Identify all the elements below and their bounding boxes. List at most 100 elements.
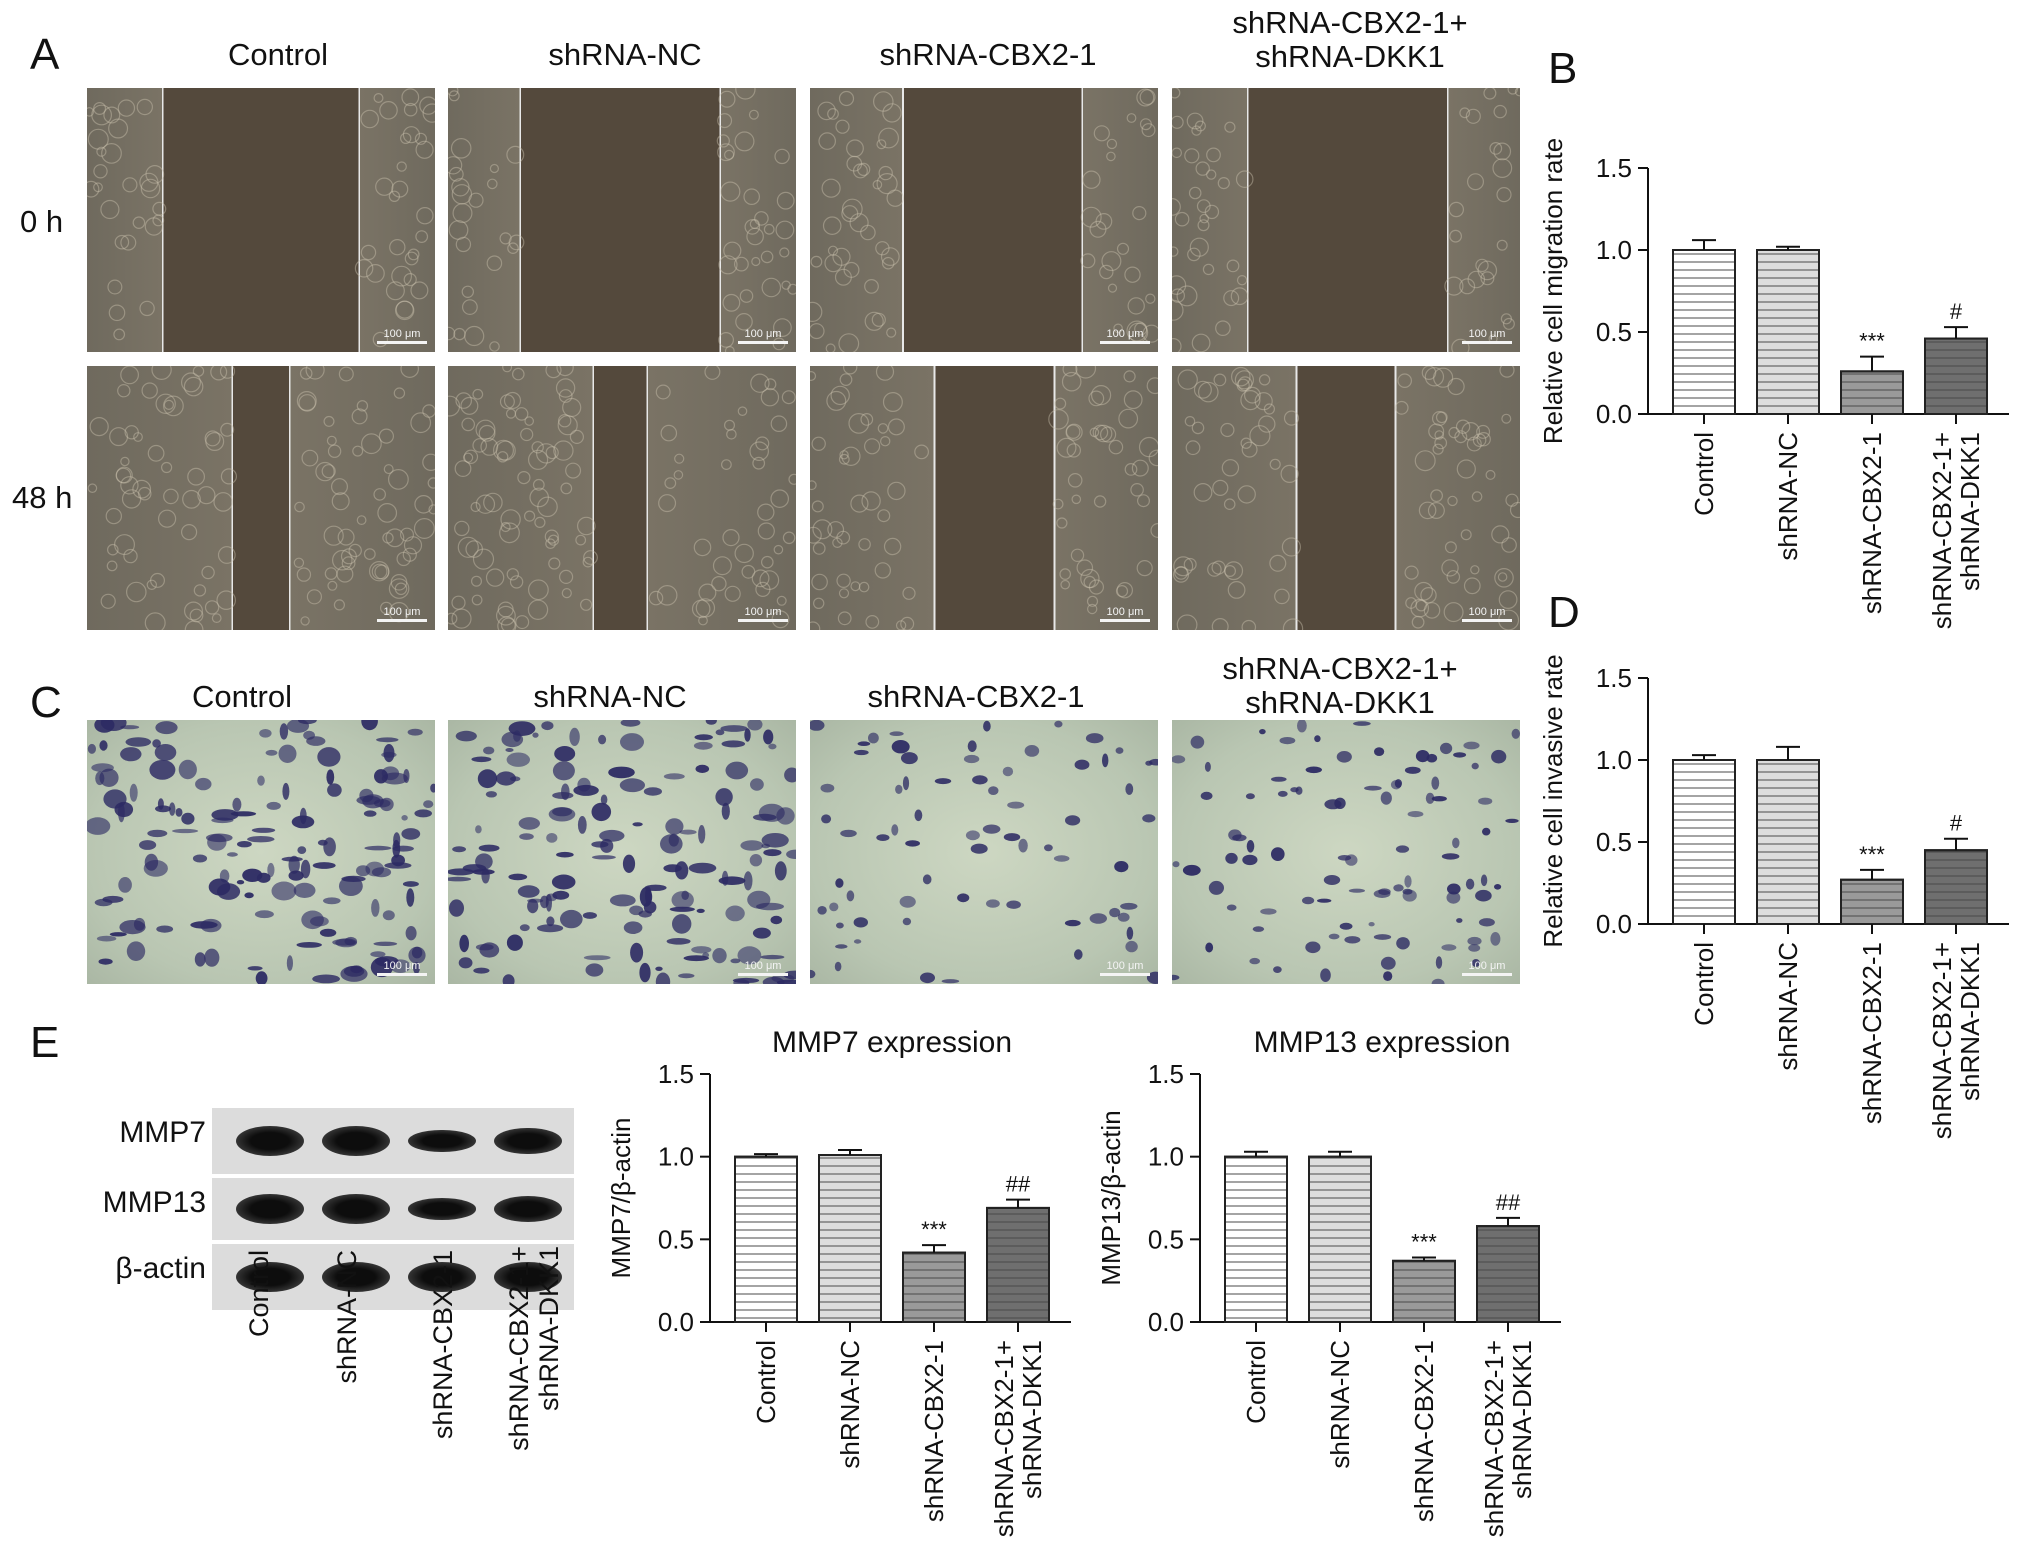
scale-bar: 100 μm — [1100, 960, 1150, 976]
y-tick-label: 0.0 — [1148, 1307, 1184, 1337]
blot-label-mmp7: MMP7 — [119, 1116, 206, 1149]
blot-lane-label-shrna-nc: shRNA-NC — [332, 1250, 362, 1384]
blot-band — [494, 1262, 562, 1292]
scale-bar: 100 μm — [738, 960, 788, 976]
chart-e-mmp7: MMP7 expression 0.0 0.5 1.0 1.5 MMP7/β-actin C… — [606, 1026, 1071, 1537]
significance-label: # — [1950, 299, 1963, 324]
scale-bar: 100 μm — [1462, 606, 1512, 622]
x-tick-label: shRNA-CBX2-1 — [919, 1340, 949, 1522]
bar-hatch — [1924, 337, 1988, 415]
scale-bar: 100 μm — [1100, 606, 1150, 622]
blot-band — [322, 1126, 390, 1156]
significance-label: *** — [1859, 329, 1885, 354]
bar-hatch — [986, 1206, 1050, 1323]
chart-b-migration: 0.0 0.5 1.0 1.5 Relative cell migration rate… — [1538, 138, 2009, 629]
blot-band — [236, 1262, 304, 1292]
invasion-image-1: 100 μm — [87, 720, 435, 984]
panel-c-header-shrna-cbx2: shRNA-CBX2-1 — [867, 679, 1085, 714]
wound-image-48h-4: 100 μm — [1172, 366, 1520, 630]
y-tick-label: 1.5 — [1596, 153, 1632, 183]
blot-lane-label-control: Control — [244, 1250, 274, 1338]
y-tick-label: 0.5 — [1148, 1224, 1184, 1254]
x-tick-label: shRNA-NC — [1773, 432, 1803, 561]
invasion-image-3: 100 μm — [810, 720, 1158, 984]
panel-a-row-0h: 0 h — [20, 204, 64, 239]
x-tick-label: shRNA-CBX2-1 — [1409, 1340, 1439, 1522]
panel-c-header-combo: shRNA-CBX2-1+ shRNA-DKK1 — [1222, 651, 1458, 720]
blot-lane-label-combo: shRNA-CBX2-1+ shRNA-DKK1 — [504, 1246, 564, 1451]
x-tick-label: shRNA-CBX2-1+shRNA-DKK1 — [1927, 432, 1985, 629]
x-tick-label: shRNA-NC — [1325, 1340, 1355, 1469]
bar-hatch — [1476, 1225, 1540, 1324]
panel-a-header-control: Control — [228, 37, 328, 72]
y-tick-label: 1.5 — [1596, 663, 1632, 693]
scale-bar-label: 100 μm — [383, 960, 421, 972]
scale-bar: 100 μm — [1462, 960, 1512, 976]
blot-band — [322, 1194, 390, 1224]
significance-label: *** — [1859, 842, 1885, 867]
wound-image-0h-2: 100 μm — [448, 88, 796, 352]
scale-bar-label: 100 μm — [744, 960, 782, 972]
wound-image-0h-3: 100 μm — [810, 88, 1158, 352]
bar-hatch — [1756, 249, 1820, 415]
scale-bar-label: 100 μm — [1468, 606, 1506, 618]
x-tick-label: shRNA-CBX2-1 — [1857, 942, 1887, 1124]
wound-image-48h-1: 100 μm — [87, 366, 435, 630]
y-tick-label: 0.0 — [1596, 909, 1632, 939]
y-tick-label: 0.5 — [1596, 827, 1632, 857]
scale-bar-label: 100 μm — [1468, 960, 1506, 972]
y-axis-label: MMP7/β-actin — [606, 1118, 636, 1279]
scale-bar-label: 100 μm — [1106, 328, 1144, 340]
panel-a-row-48h: 48 h — [12, 480, 73, 515]
wound-image-0h-1: 100 μm — [87, 88, 435, 352]
blot-label-mmp13: MMP13 — [102, 1186, 206, 1219]
panel-label-d: D — [1548, 588, 1580, 637]
significance-label: *** — [921, 1217, 947, 1242]
scale-bar: 100 μm — [738, 606, 788, 622]
chart-title: MMP13 expression — [1254, 1026, 1511, 1059]
x-tick-label: shRNA-CBX2-1 — [1857, 432, 1887, 614]
wound-image-48h-2: 100 μm — [448, 366, 796, 630]
bar-hatch — [1392, 1259, 1456, 1323]
blot-band — [408, 1198, 476, 1220]
chart-d-invasion: 0.0 0.5 1.0 1.5 Relative cell invasive rate C… — [1538, 654, 2009, 1139]
blot-band — [408, 1129, 476, 1153]
bar-hatch — [1672, 759, 1736, 925]
scale-bar: 100 μm — [377, 328, 427, 344]
x-tick-label: shRNA-CBX2-1+shRNA-DKK1 — [1927, 942, 1985, 1139]
x-tick-label: Control — [1689, 942, 1719, 1026]
scale-bar-label: 100 μm — [1468, 328, 1506, 340]
chart-title: MMP7 expression — [772, 1026, 1012, 1059]
significance-label: # — [1950, 811, 1963, 836]
x-tick-label: Control — [1241, 1340, 1271, 1424]
scale-bar: 100 μm — [377, 960, 427, 976]
panel-a-header-shrna-cbx2: shRNA-CBX2-1 — [879, 37, 1097, 72]
invasion-image-4: 100 μm — [1172, 720, 1520, 984]
bar-hatch — [1224, 1155, 1288, 1323]
bar-hatch — [902, 1251, 966, 1323]
bar-hatch — [734, 1155, 798, 1323]
y-tick-label: 0.5 — [1596, 317, 1632, 347]
scale-bar: 100 μm — [738, 328, 788, 344]
panel-label-c: C — [30, 678, 62, 727]
panel-a-header-shrna-nc: shRNA-NC — [548, 37, 702, 72]
blot-band — [322, 1262, 390, 1292]
bar-hatch — [818, 1154, 882, 1323]
significance-label: ## — [1006, 1172, 1031, 1197]
bar-hatch — [1840, 370, 1904, 415]
significance-label: *** — [1411, 1230, 1437, 1255]
y-tick-label: 1.0 — [1596, 235, 1632, 265]
panel-label-b: B — [1548, 44, 1578, 93]
x-tick-label: shRNA-NC — [835, 1340, 865, 1469]
scale-bar-label: 100 μm — [1106, 606, 1144, 618]
y-tick-label: 1.0 — [1148, 1142, 1184, 1172]
y-tick-label: 0.0 — [658, 1307, 694, 1337]
western-blot — [212, 1098, 574, 1314]
panel-a-header-combo: shRNA-CBX2-1+ shRNA-DKK1 — [1232, 5, 1468, 74]
y-axis-label: Relative cell migration rate — [1538, 138, 1568, 444]
blot-label-beta-actin: β-actin — [115, 1252, 206, 1285]
y-tick-label: 1.0 — [658, 1142, 694, 1172]
wound-image-48h-3: 100 μm — [810, 366, 1158, 630]
blot-band — [236, 1194, 304, 1224]
scale-bar-label: 100 μm — [1106, 960, 1144, 972]
